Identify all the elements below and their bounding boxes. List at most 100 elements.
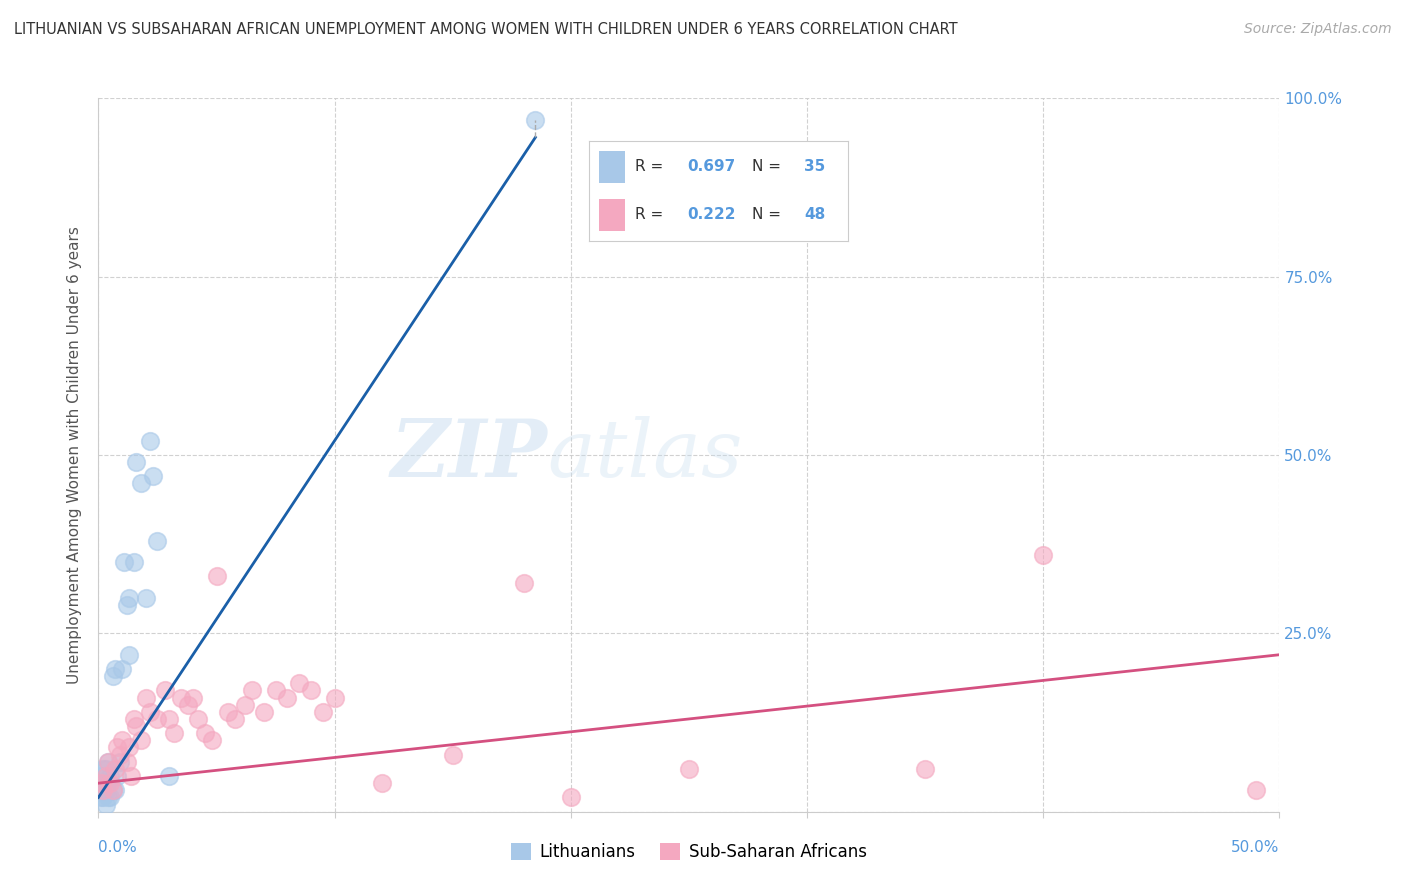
Point (512, 576, 534, 591)
Point (104, 762, 127, 776)
Point (101, 783, 124, 797)
Point (101, 669, 124, 683)
Point (205, 569, 228, 583)
Point (104, 662, 127, 676)
Point (101, 783, 124, 797)
Point (91, 762, 114, 776)
Text: R =: R = (636, 160, 668, 175)
Text: 0.0%: 0.0% (98, 840, 138, 855)
Point (224, 712, 246, 726)
Text: 48: 48 (804, 207, 825, 222)
Point (142, 469, 165, 483)
Point (276, 690, 298, 705)
Point (98, 769, 121, 783)
Point (157, 769, 180, 783)
Point (94, 783, 117, 797)
Point (108, 755, 131, 769)
Point (90, 769, 112, 783)
Point (217, 705, 239, 719)
Text: N =: N = (752, 207, 786, 222)
Text: 0.697: 0.697 (688, 160, 735, 175)
Point (524, 112, 547, 127)
Point (170, 690, 193, 705)
Text: 50.0%: 50.0% (1232, 840, 1279, 855)
Point (1032, 548, 1054, 562)
Point (115, 755, 138, 769)
Point (98, 776, 121, 790)
Point (240, 683, 263, 698)
Point (264, 683, 287, 698)
Text: 35: 35 (804, 160, 825, 175)
Point (233, 698, 256, 712)
Point (135, 591, 157, 605)
Point (90, 790, 112, 805)
Text: 0.222: 0.222 (688, 207, 735, 222)
Y-axis label: Unemployment Among Women with Children Under 6 years: Unemployment Among Women with Children U… (67, 226, 83, 684)
Point (97, 790, 120, 805)
Point (914, 762, 936, 776)
Point (91, 776, 114, 790)
Point (94, 762, 117, 776)
Point (125, 719, 148, 733)
Text: LITHUANIAN VS SUBSAHARAN AFRICAN UNEMPLOYMENT AMONG WOMEN WITH CHILDREN UNDER 6 : LITHUANIAN VS SUBSAHARAN AFRICAN UNEMPLO… (14, 22, 957, 37)
Point (135, 690, 157, 705)
Point (181, 690, 204, 705)
Point (122, 555, 145, 569)
Point (97, 755, 120, 769)
Point (441, 747, 464, 762)
FancyBboxPatch shape (599, 151, 624, 183)
Point (129, 733, 152, 747)
Point (90, 776, 112, 790)
Point (121, 769, 143, 783)
Point (146, 712, 169, 726)
Point (118, 591, 141, 605)
Point (112, 555, 135, 569)
Point (118, 648, 141, 662)
Point (177, 698, 200, 712)
Text: atlas: atlas (547, 417, 742, 493)
Point (371, 776, 394, 790)
Point (118, 740, 141, 755)
Text: N =: N = (752, 160, 786, 175)
Point (111, 662, 134, 676)
Point (111, 733, 134, 747)
Point (288, 676, 311, 690)
Point (139, 705, 162, 719)
Point (108, 747, 131, 762)
Point (1244, 783, 1267, 797)
Text: R =: R = (636, 207, 668, 222)
Point (153, 683, 176, 698)
Point (201, 733, 224, 747)
Point (129, 476, 152, 491)
Point (94, 769, 117, 783)
Point (122, 712, 145, 726)
Point (187, 712, 209, 726)
Point (560, 790, 582, 805)
FancyBboxPatch shape (599, 199, 624, 231)
Point (105, 769, 128, 783)
Point (97, 755, 120, 769)
Point (91, 790, 114, 805)
Point (125, 455, 148, 469)
Point (94, 797, 117, 812)
Point (146, 533, 169, 548)
Point (194, 726, 217, 740)
Point (253, 705, 276, 719)
Point (90, 783, 112, 797)
Point (105, 740, 128, 755)
Point (94, 776, 117, 790)
Point (323, 690, 346, 705)
Point (91, 783, 114, 797)
Point (678, 762, 700, 776)
Point (163, 726, 186, 740)
Legend: Lithuanians, Sub-Saharan Africans: Lithuanians, Sub-Saharan Africans (505, 836, 873, 868)
Text: Source: ZipAtlas.com: Source: ZipAtlas.com (1244, 22, 1392, 37)
Point (98, 790, 121, 805)
Point (312, 705, 335, 719)
Point (97, 776, 120, 790)
Point (115, 598, 138, 612)
Point (104, 783, 127, 797)
Point (157, 712, 180, 726)
Point (139, 434, 162, 448)
Point (299, 683, 322, 698)
